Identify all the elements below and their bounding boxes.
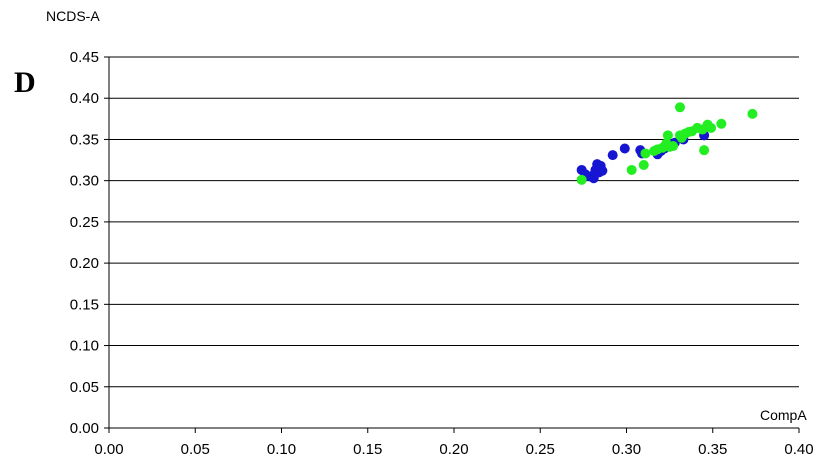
y-tick-label: 0.40 [70,90,99,107]
data-point-series-2 [576,174,587,185]
data-point-series-1 [588,173,599,184]
x-tick-label: 0.00 [94,441,123,458]
x-tick-label: 0.30 [612,441,641,458]
y-tick-label: 0.25 [70,214,99,231]
data-point-series-2 [626,164,637,175]
data-point-series-2 [668,141,679,152]
data-point-series-1 [619,143,630,154]
data-point-series-2 [640,148,651,159]
y-axis-label: NCDS-A [46,8,100,24]
panel-label: D [14,66,36,99]
data-point-series-2 [674,102,685,113]
gridlines [109,56,799,388]
x-tick-label: 0.25 [526,441,555,458]
data-point-series-1 [597,165,608,176]
data-point-series-2 [716,118,727,129]
x-tick-label: 0.35 [698,441,727,458]
y-tick-labels: 0.00 0.05 0.10 0.15 0.20 0.25 0.30 0.35 0.40 0.45 [70,49,99,437]
y-tick-label: 0.20 [70,255,99,272]
y-tick-label: 0.15 [70,296,99,313]
y-tick-label: 0.10 [70,338,99,355]
data-point-series-2 [699,145,710,156]
data-points [576,102,758,185]
x-tick-label: 0.20 [439,441,468,458]
x-axis-label: CompA [760,407,807,423]
data-point-series-2 [638,160,649,171]
x-tick-label: 0.05 [181,441,210,458]
axes [104,56,800,433]
y-tick-label: 0.45 [70,49,99,66]
data-point-series-2 [747,108,758,119]
x-tick-label: 0.15 [353,441,382,458]
y-tick-label: 0.00 [70,420,99,437]
x-tick-label: 0.40 [784,441,813,458]
x-tick-labels: 0.00 0.05 0.10 0.15 0.20 0.25 0.30 0.35 0.40 [94,441,813,458]
data-point-series-1 [607,150,618,161]
x-tick-label: 0.10 [267,441,296,458]
y-tick-label: 0.05 [70,379,99,396]
y-tick-label: 0.30 [70,173,99,190]
data-point-series-2 [706,122,717,133]
data-point-series-2 [662,130,673,141]
y-tick-label: 0.35 [70,131,99,148]
